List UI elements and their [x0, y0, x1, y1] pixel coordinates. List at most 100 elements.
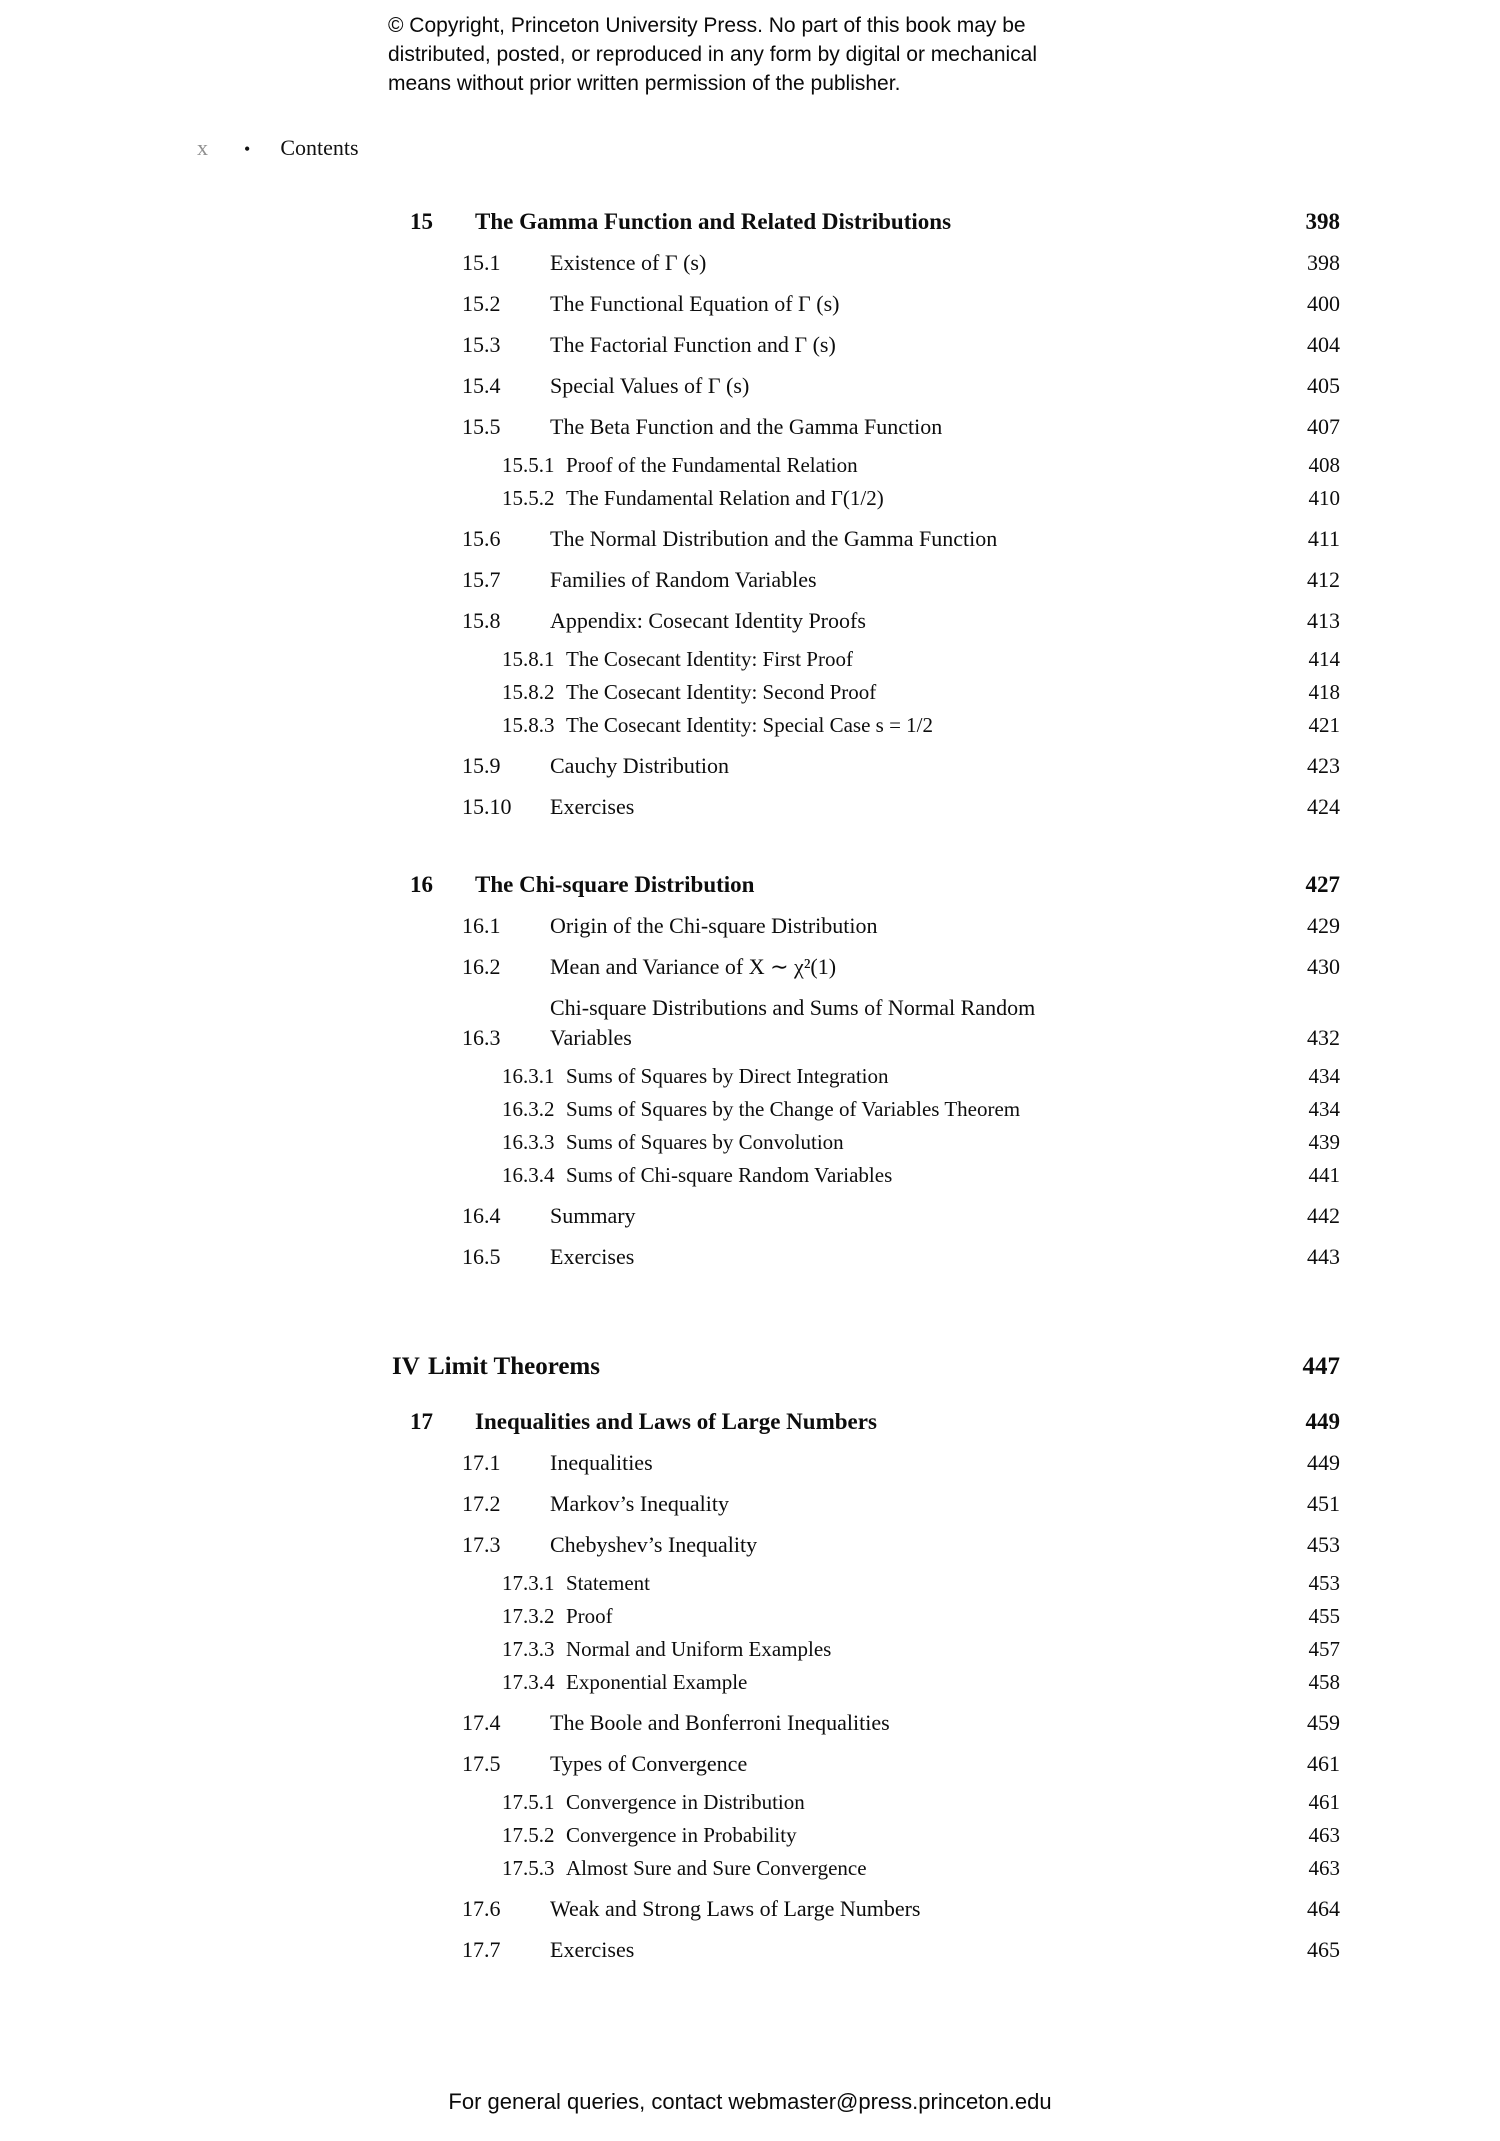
toc-entry-number: 16.4	[462, 1203, 501, 1228]
toc-entry-title: Families of Random Variables	[550, 567, 817, 592]
toc-entry-number: 17.5.2	[502, 1823, 555, 1847]
toc-entry: 17.3.1 Statement 453	[392, 1568, 1340, 1598]
toc-entry-number: 17.3.1	[502, 1571, 555, 1595]
copyright-line: means without prior written permission o…	[388, 72, 901, 95]
toc-entry-number: 15.2	[462, 291, 501, 316]
toc-entry: 17.5.3 Almost Sure and Sure Convergence …	[392, 1853, 1340, 1883]
toc-entry-number: 17.1	[462, 1450, 501, 1475]
toc-entry-number: 15.8	[462, 608, 501, 633]
toc-entry-title: Special Values of Γ (s)	[550, 373, 750, 398]
header-bullet: •	[244, 139, 251, 159]
toc-entry-title: Origin of the Chi-square Distribution	[550, 913, 878, 938]
toc-entry-number: 17.5.3	[502, 1856, 555, 1880]
toc-entry-number: 16.2	[462, 954, 501, 979]
toc-entry: 17.5 Types of Convergence 461	[392, 1749, 1340, 1779]
toc-entry-title: The Cosecant Identity: Second Proof	[566, 680, 877, 704]
toc-entry-page: 413	[1307, 608, 1340, 633]
toc-entry-title: Exponential Example	[566, 1670, 748, 1694]
toc-entry-number: IV	[392, 1353, 420, 1380]
toc-entry-title: Appendix: Cosecant Identity Proofs	[550, 608, 866, 633]
toc-entry-number: 17	[410, 1409, 433, 1434]
toc-entry: 16.2 Mean and Variance of X ∼ χ²(1) 430	[392, 952, 1340, 982]
toc-entry-title: Exercises	[550, 794, 635, 819]
toc-entry-page: 429	[1307, 913, 1340, 938]
toc-entry-title: The Cosecant Identity: First Proof	[566, 647, 853, 671]
toc-entry-number: 15.8.3	[502, 713, 555, 737]
toc-entry-page: 408	[1308, 453, 1341, 477]
toc-entry-number: 17.3.3	[502, 1637, 555, 1661]
toc-entry-number: 17.5	[462, 1751, 501, 1776]
toc-entry-page: 421	[1308, 713, 1341, 737]
toc-entry: 15.3 The Factorial Function and Γ (s) 40…	[392, 330, 1340, 360]
toc-entry-number: 15.1	[462, 250, 501, 275]
toc-entry-number: 16.3.1	[502, 1064, 555, 1088]
toc-entry-page: 464	[1307, 1896, 1340, 1921]
toc-entry: 16.5 Exercises 443	[392, 1242, 1340, 1272]
toc-entry: 15.8.1 The Cosecant Identity: First Proo…	[392, 644, 1340, 674]
toc-entry: 15.9 Cauchy Distribution 423	[392, 751, 1340, 781]
toc-entry-title: The Factorial Function and Γ (s)	[550, 332, 836, 357]
toc-entry-number: 17.5.1	[502, 1790, 555, 1814]
chapter-heading-row: 16 The Chi-square Distribution 427	[392, 870, 1340, 900]
toc-entry-number: 16.3	[462, 1025, 501, 1050]
toc-entry-page: 449	[1307, 1450, 1340, 1475]
toc-entry: 15.10 Exercises 424	[392, 792, 1340, 822]
copyright-line: © Copyright, Princeton University Press.…	[388, 14, 1026, 37]
toc-entry-number: 16.3.4	[502, 1163, 555, 1187]
copyright-notice: © Copyright, Princeton University Press.…	[388, 11, 1037, 98]
toc-entry-number: 17.7	[462, 1937, 501, 1962]
toc-entry-page: 411	[1307, 526, 1340, 551]
toc-entry-number: 17.2	[462, 1491, 501, 1516]
toc-entry-title: Markov’s Inequality	[550, 1491, 730, 1516]
toc-entry-page: 432	[1307, 1025, 1340, 1050]
toc-entry: 15.5.2 The Fundamental Relation and Γ(1/…	[392, 483, 1340, 513]
toc-entry-number: 15.6	[462, 526, 501, 551]
toc-entry-title: The Chi-square Distribution	[475, 872, 755, 897]
toc-entry: 17.1 Inequalities 449	[392, 1448, 1340, 1478]
toc-entry-number: 15.7	[462, 567, 501, 592]
header-title: Contents	[280, 135, 359, 160]
toc-entry-title: Existence of Γ (s)	[550, 250, 707, 275]
copyright-line: distributed, posted, or reproduced in an…	[388, 43, 1038, 66]
toc-entry: 16.1 Origin of the Chi-square Distributi…	[392, 911, 1340, 941]
toc-entry-title: Cauchy Distribution	[550, 753, 730, 778]
toc-entry-title: The Beta Function and the Gamma Function	[550, 414, 943, 439]
toc-entry-page: 463	[1308, 1823, 1341, 1847]
toc-entry-title: Exercises	[550, 1937, 635, 1962]
toc-entry-page: 458	[1308, 1670, 1341, 1694]
toc-entry-number: 16.3.3	[502, 1130, 555, 1154]
toc-entry-page: 427	[1305, 872, 1341, 897]
toc-entry-page: 453	[1308, 1571, 1341, 1595]
toc-entry-number: 15.8.1	[502, 647, 555, 671]
footer-contact-line: For general queries, contact webmaster@p…	[448, 2089, 1052, 2114]
toc-entry-title: Almost Sure and Sure Convergence	[566, 1856, 867, 1880]
toc-entry-title: Sums of Chi-square Random Variables	[566, 1163, 893, 1187]
toc-entry-title: Proof of the Fundamental Relation	[566, 453, 858, 477]
toc-entry-title: Sums of Squares by Convolution	[566, 1130, 844, 1154]
toc-entry: 15.1 Existence of Γ (s) 398	[392, 248, 1340, 278]
toc-entry-number: 15.10	[462, 794, 512, 819]
toc-entry: 16.3.2 Sums of Squares by the Change of …	[392, 1094, 1340, 1124]
toc-entry-page: 398	[1307, 250, 1340, 275]
toc-entry-title: Chebyshev’s Inequality	[550, 1532, 758, 1557]
chapter-heading-row: 17 Inequalities and Laws of Large Number…	[392, 1407, 1340, 1437]
toc-entry-title: Convergence in Distribution	[566, 1790, 805, 1814]
toc-entry-page: 463	[1308, 1856, 1341, 1880]
toc-entry: 17.3.4 Exponential Example 458	[392, 1667, 1340, 1697]
toc-entry-page: 459	[1307, 1710, 1340, 1735]
toc-entry: 15.5 The Beta Function and the Gamma Fun…	[392, 412, 1340, 442]
toc-entry: 16.3 Chi-square Distributions and Sums o…	[392, 993, 1340, 1053]
toc-entry-page: 414	[1308, 647, 1341, 671]
toc-entry-number: 16	[410, 872, 433, 897]
toc-entry-page: 455	[1308, 1604, 1341, 1628]
toc-entry-page: 451	[1307, 1491, 1340, 1516]
toc-entry-page: 439	[1308, 1130, 1341, 1154]
toc-entry-title: Normal and Uniform Examples	[566, 1637, 832, 1661]
toc-entry-number: 17.3.2	[502, 1604, 555, 1628]
toc-entry-page: 461	[1307, 1751, 1340, 1776]
page-folio: x	[197, 135, 208, 160]
toc-entry-page: 441	[1308, 1163, 1341, 1187]
toc-entry: 16.3.1 Sums of Squares by Direct Integra…	[392, 1061, 1340, 1091]
table-of-contents: 15 The Gamma Function and Related Distri…	[392, 207, 1340, 1965]
